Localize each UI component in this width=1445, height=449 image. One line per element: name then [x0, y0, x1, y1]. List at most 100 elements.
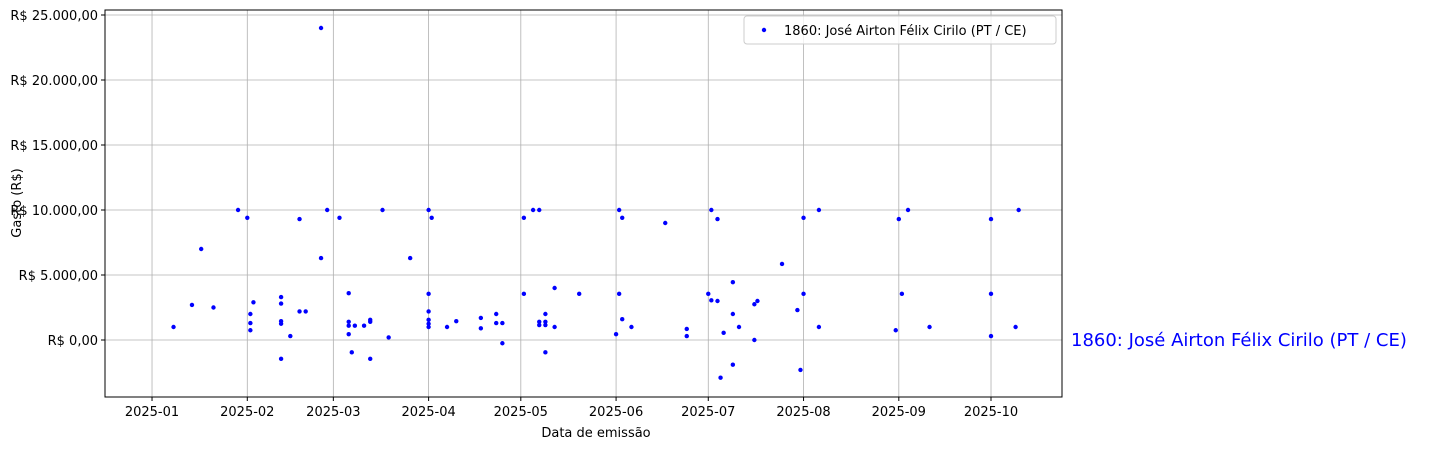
plot-frame — [104, 9, 1063, 398]
point — [706, 291, 711, 297]
legend-marker — [761, 27, 767, 33]
point — [318, 25, 324, 31]
point — [346, 323, 351, 328]
point — [779, 261, 785, 267]
point — [454, 318, 459, 324]
point — [521, 291, 527, 297]
point — [380, 207, 385, 213]
point — [500, 320, 505, 326]
point — [297, 309, 302, 314]
point — [537, 207, 542, 213]
point — [730, 279, 736, 285]
point — [278, 294, 284, 300]
x-tick-label: 2025-09 — [872, 405, 926, 420]
point — [663, 220, 668, 226]
point — [718, 375, 723, 380]
point — [616, 291, 622, 297]
point — [426, 309, 431, 314]
point — [349, 350, 354, 355]
point — [543, 322, 548, 328]
point — [245, 215, 250, 220]
y-tick-label: R$ 10.000,00 — [10, 204, 98, 219]
x-tick-label: 2025-06 — [589, 405, 643, 420]
point — [816, 207, 822, 213]
point — [576, 291, 582, 297]
point — [543, 350, 548, 355]
x-tick-label: 2025-05 — [494, 405, 548, 420]
point — [478, 326, 484, 331]
point — [684, 333, 689, 339]
point — [318, 255, 324, 261]
point — [629, 324, 634, 330]
point — [801, 215, 806, 220]
point — [1016, 207, 1021, 213]
point — [500, 341, 505, 346]
point — [730, 362, 736, 367]
y-axis-label: Gasto (R$) — [10, 168, 25, 237]
point — [346, 319, 351, 324]
point — [755, 298, 760, 304]
x-tick-label: 2025-01 — [125, 405, 179, 420]
point — [752, 302, 757, 307]
point — [278, 301, 284, 306]
point — [752, 337, 757, 343]
point — [795, 307, 800, 313]
annotation: 1860: José Airton Félix Cirilo (PT / CE) — [1071, 330, 1407, 351]
x-tick-label: 2025-04 — [401, 405, 455, 420]
point — [988, 333, 994, 339]
point — [426, 321, 431, 326]
point — [444, 324, 450, 330]
point — [537, 322, 542, 328]
point — [905, 207, 911, 213]
x-tick-label: 2025-10 — [964, 405, 1018, 420]
x-tick-label: 2025-08 — [776, 405, 830, 420]
point — [927, 324, 932, 330]
point — [346, 290, 351, 296]
point — [211, 305, 216, 310]
point — [988, 291, 994, 297]
point — [361, 323, 367, 328]
point — [801, 291, 806, 297]
point — [297, 216, 302, 222]
point — [368, 319, 373, 324]
point — [248, 311, 253, 317]
point — [426, 317, 431, 323]
legend-label: 1860: José Airton Félix Cirilo (PT / CE) — [784, 24, 1027, 39]
point — [521, 215, 527, 220]
x-tick-label: 2025-03 — [306, 405, 360, 420]
point — [537, 319, 542, 324]
legend-box — [743, 15, 1057, 45]
point — [616, 207, 622, 213]
point — [171, 324, 176, 330]
point — [426, 324, 431, 330]
y-tick-label: R$ 15.000,00 — [10, 139, 98, 154]
point — [730, 311, 736, 317]
point — [709, 207, 714, 213]
y-tick-label: R$ 25.000,00 — [10, 9, 98, 24]
point — [198, 246, 204, 252]
point — [1013, 324, 1018, 330]
point — [899, 291, 905, 297]
point — [346, 331, 351, 337]
point — [251, 300, 256, 305]
point — [235, 207, 241, 213]
point — [543, 311, 548, 317]
point — [736, 324, 742, 330]
point — [248, 328, 253, 333]
point — [288, 333, 293, 339]
y-tick-label: R$ 5.000,00 — [19, 269, 98, 284]
x-tick-label: 2025-07 — [681, 405, 735, 420]
point — [715, 298, 720, 304]
point — [613, 331, 619, 337]
point — [278, 321, 284, 326]
point — [478, 315, 484, 321]
point — [896, 216, 902, 222]
point — [429, 215, 434, 220]
point — [552, 324, 557, 330]
x-tick-label: 2025-02 — [220, 405, 274, 420]
point — [798, 367, 803, 373]
point — [189, 302, 195, 308]
point — [816, 324, 822, 330]
y-tick-label: R$ 20.000,00 — [10, 74, 98, 89]
